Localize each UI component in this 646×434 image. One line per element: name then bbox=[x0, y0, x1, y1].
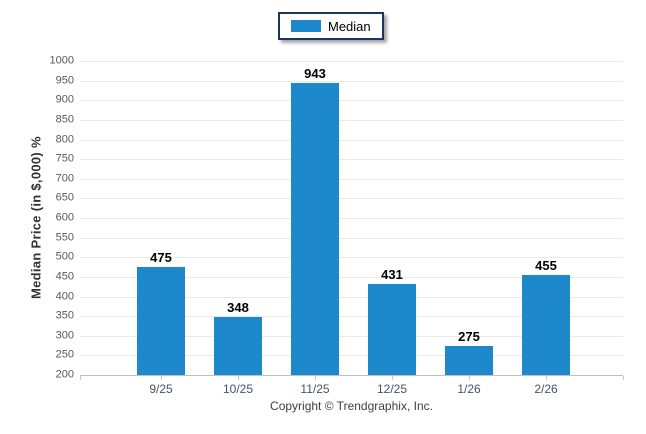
gridline bbox=[80, 257, 623, 259]
bar-value-label: 943 bbox=[304, 66, 326, 82]
bar-value-label: 275 bbox=[458, 328, 480, 344]
bar-value-label: 431 bbox=[381, 267, 403, 283]
axis-edge-tick bbox=[80, 376, 81, 380]
gridline bbox=[80, 218, 623, 219]
legend-swatch-icon bbox=[291, 20, 321, 32]
y-tick-label: 800 bbox=[55, 133, 74, 145]
bar-value-label: 455 bbox=[535, 257, 557, 273]
x-category-label: 10/25 bbox=[222, 382, 254, 396]
plot-area: 475 348 943 431 275 455 bbox=[80, 61, 623, 376]
y-tick-label: 650 bbox=[55, 191, 74, 204]
y-tick-label: 200 bbox=[55, 368, 74, 381]
y-tick-label: 700 bbox=[55, 172, 74, 185]
x-tick bbox=[392, 376, 393, 380]
legend[interactable]: Median bbox=[278, 12, 384, 40]
y-tick-label: 450 bbox=[55, 270, 74, 283]
axis-edge-tick bbox=[623, 376, 624, 380]
legend-label: Median bbox=[328, 18, 371, 34]
y-tick-label: 900 bbox=[55, 93, 74, 106]
x-tick bbox=[238, 376, 239, 380]
x-category-label: 1/26 bbox=[457, 382, 481, 396]
y-tick-label: 250 bbox=[55, 348, 74, 361]
gridline bbox=[80, 237, 623, 239]
bar[interactable] bbox=[368, 284, 416, 375]
x-category-label: 9/25 bbox=[149, 382, 173, 396]
gridline bbox=[80, 100, 623, 102]
y-tick-label: 950 bbox=[55, 74, 74, 87]
y-tick-label: 600 bbox=[55, 211, 74, 224]
gridline bbox=[80, 276, 623, 278]
bar-value-label: 475 bbox=[150, 250, 172, 266]
bar-value-label: 348 bbox=[227, 299, 249, 315]
bar[interactable] bbox=[214, 316, 262, 375]
gridline bbox=[80, 198, 623, 200]
gridline bbox=[80, 355, 623, 357]
gridline bbox=[80, 159, 623, 161]
gridline bbox=[80, 61, 623, 62]
bar[interactable] bbox=[522, 274, 570, 375]
bar[interactable] bbox=[291, 83, 339, 375]
y-tick-label: 400 bbox=[55, 290, 74, 302]
x-category-label: 2/26 bbox=[534, 382, 558, 396]
bar[interactable] bbox=[137, 267, 185, 375]
x-tick bbox=[546, 376, 547, 380]
x-axis-line bbox=[80, 375, 623, 376]
x-tick bbox=[161, 376, 162, 380]
copyright-text: Copyright © Trendgraphix, Inc. bbox=[270, 399, 433, 413]
y-tick-label: 1000 bbox=[49, 54, 74, 67]
x-category-label: 12/25 bbox=[376, 382, 408, 396]
y-tick-label: 300 bbox=[55, 329, 74, 342]
gridline bbox=[80, 119, 623, 121]
gridline bbox=[80, 178, 623, 180]
y-tick-label: 500 bbox=[55, 250, 74, 263]
gridline bbox=[80, 80, 623, 82]
y-tick-label: 350 bbox=[55, 309, 74, 322]
gridline bbox=[80, 316, 623, 318]
y-tick-label: 850 bbox=[55, 113, 74, 126]
gridline bbox=[80, 296, 623, 298]
x-tick bbox=[469, 376, 470, 380]
y-tick-label: 750 bbox=[55, 152, 74, 165]
bar[interactable] bbox=[445, 345, 493, 375]
gridline bbox=[80, 335, 623, 337]
x-category-label: 11/25 bbox=[300, 382, 330, 396]
y-tick-label: 550 bbox=[55, 231, 74, 244]
x-tick bbox=[315, 376, 316, 380]
gridline bbox=[80, 139, 623, 141]
